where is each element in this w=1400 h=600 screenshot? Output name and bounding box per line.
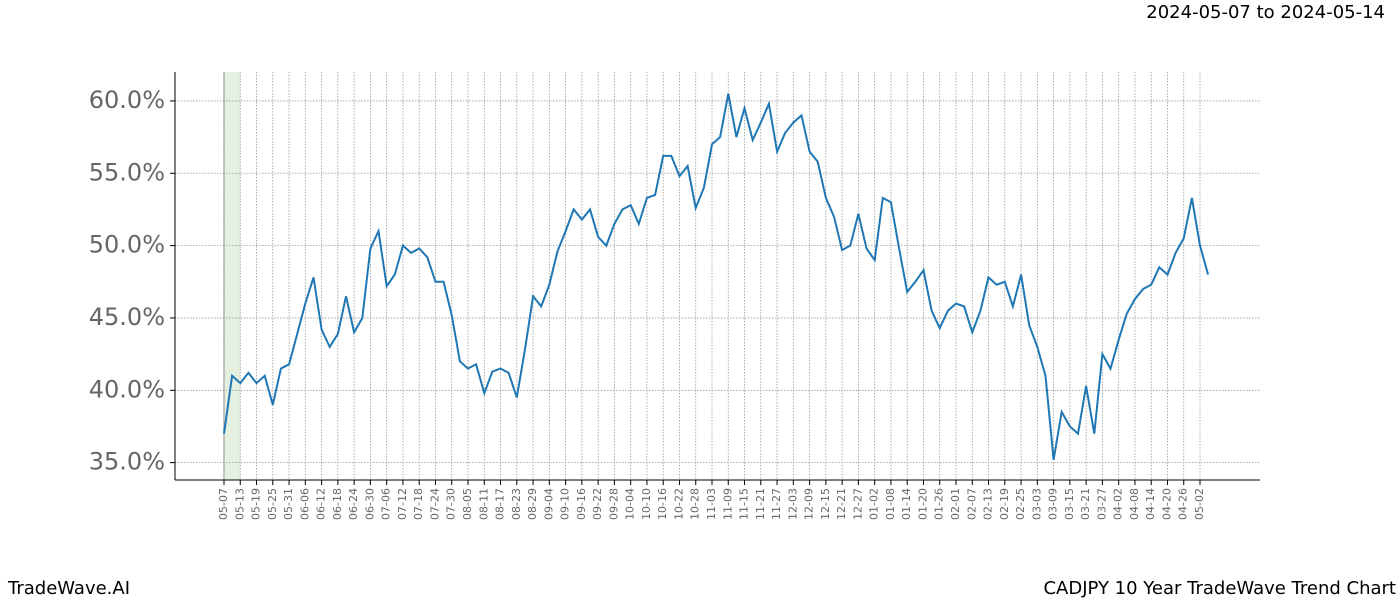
x-tick-label: 06-12 <box>315 488 328 520</box>
x-tick-label: 11-21 <box>754 488 767 520</box>
x-tick-label: 01-26 <box>933 488 946 520</box>
x-tick-label: 06-06 <box>298 488 311 520</box>
x-tick-label: 09-16 <box>575 488 588 520</box>
x-tick-label: 05-19 <box>250 488 263 520</box>
x-tick-label: 12-15 <box>819 488 832 520</box>
x-tick-label: 03-15 <box>1063 488 1076 520</box>
x-tick-label: 11-03 <box>705 488 718 520</box>
highlight-band <box>224 72 241 480</box>
x-tick-label: 01-14 <box>900 488 913 520</box>
x-tick-label: 10-04 <box>624 488 637 520</box>
x-tick-label: 12-03 <box>786 488 799 520</box>
x-tick-label: 03-03 <box>1030 488 1043 520</box>
x-tick-label: 05-31 <box>282 488 295 520</box>
x-tick-label: 07-06 <box>380 488 393 520</box>
x-tick-label: 02-19 <box>998 488 1011 520</box>
x-tick-label: 10-28 <box>689 488 702 520</box>
x-tick-label: 09-10 <box>559 488 572 520</box>
x-tick-label: 02-13 <box>982 488 995 520</box>
y-tick-label: 60.0% <box>89 86 165 114</box>
x-tick-label: 01-02 <box>868 488 881 520</box>
x-tick-label: 05-02 <box>1193 488 1206 520</box>
x-tick-label: 10-10 <box>640 488 653 520</box>
x-tick-label: 02-25 <box>1014 488 1027 520</box>
footer-left: TradeWave.AI <box>7 578 130 599</box>
x-tick-label: 09-28 <box>607 488 620 520</box>
x-tick-label: 08-23 <box>510 488 523 520</box>
x-tick-label: 06-24 <box>347 488 360 520</box>
x-tick-label: 04-02 <box>1112 488 1125 520</box>
x-tick-label: 04-26 <box>1177 488 1190 520</box>
x-tick-label: 02-01 <box>949 488 962 520</box>
x-tick-label: 11-09 <box>721 488 734 520</box>
x-tick-label: 04-14 <box>1144 488 1157 520</box>
x-tick-label: 10-16 <box>656 488 669 520</box>
footer-right: CADJPY 10 Year TradeWave Trend Chart <box>1043 578 1396 599</box>
x-tick-label: 09-22 <box>591 488 604 520</box>
x-tick-label: 06-18 <box>331 488 344 520</box>
x-tick-label: 11-15 <box>738 488 751 520</box>
x-tick-label: 03-09 <box>1047 488 1060 520</box>
x-tick-label: 08-17 <box>494 488 507 520</box>
x-tick-label: 01-08 <box>884 488 897 520</box>
x-tick-label: 01-20 <box>916 488 929 520</box>
x-tick-label: 03-21 <box>1079 488 1092 520</box>
x-tick-label: 07-30 <box>445 488 458 520</box>
x-tick-label: 05-13 <box>233 488 246 520</box>
chart-subtitle: 2024-05-07 to 2024-05-14 <box>1146 2 1385 23</box>
y-tick-label: 50.0% <box>89 231 165 259</box>
x-tick-label: 08-05 <box>461 488 474 520</box>
x-tick-label: 04-08 <box>1128 488 1141 520</box>
x-tick-label: 07-18 <box>412 488 425 520</box>
x-tick-label: 11-27 <box>770 488 783 520</box>
y-tick-label: 55.0% <box>89 158 165 186</box>
y-tick-label: 35.0% <box>89 448 165 476</box>
x-tick-label: 08-29 <box>526 488 539 520</box>
x-tick-label: 12-09 <box>803 488 816 520</box>
x-tick-label: 10-22 <box>672 488 685 520</box>
y-tick-label: 45.0% <box>89 303 165 331</box>
x-tick-label: 08-11 <box>477 488 490 520</box>
x-tick-label: 12-27 <box>851 488 864 520</box>
x-tick-label: 12-21 <box>835 488 848 520</box>
y-tick-label: 40.0% <box>89 375 165 403</box>
x-tick-label: 06-30 <box>363 488 376 520</box>
x-tick-label: 03-27 <box>1095 488 1108 520</box>
x-tick-label: 07-24 <box>428 488 441 520</box>
x-tick-label: 05-07 <box>217 488 230 520</box>
x-tick-label: 05-25 <box>266 488 279 520</box>
trend-line <box>223 93 1210 460</box>
x-tick-label: 02-07 <box>965 488 978 520</box>
x-tick-label: 09-04 <box>542 488 555 520</box>
x-tick-label: 07-12 <box>396 488 409 520</box>
x-tick-label: 04-20 <box>1160 488 1173 520</box>
